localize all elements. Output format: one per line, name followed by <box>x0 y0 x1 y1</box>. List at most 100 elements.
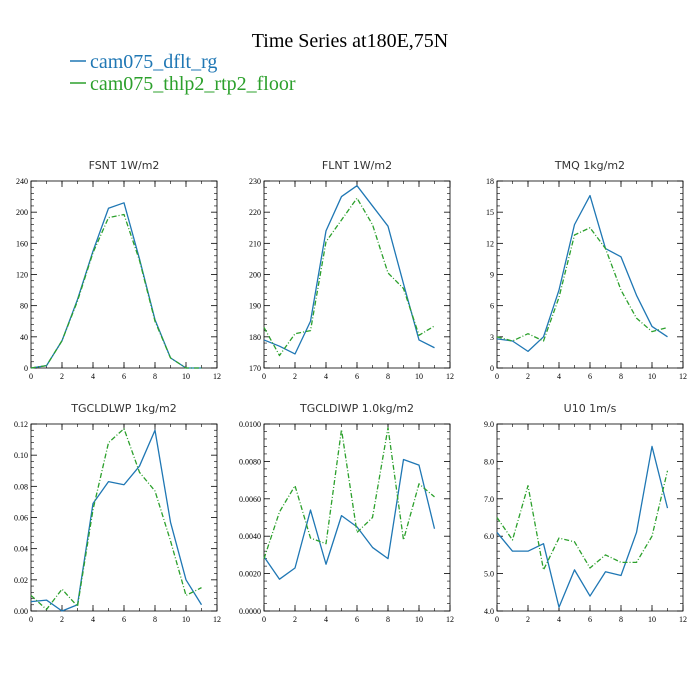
x-tick-label: 8 <box>619 372 623 381</box>
series-line-0 <box>496 194 668 353</box>
y-tick-label: 160 <box>16 239 28 248</box>
x-tick-label: 6 <box>588 615 592 624</box>
x-tick-label: 4 <box>557 615 561 624</box>
x-tick-label: 0 <box>262 615 266 624</box>
y-tick-label: 5.0 <box>484 570 494 579</box>
y-tick-label: 9 <box>490 271 494 280</box>
y-tick-label: 0.0060 <box>239 495 261 504</box>
y-tick-label: 6.0 <box>484 532 494 541</box>
y-tick-label: 0.0100 <box>239 420 261 429</box>
panel-2: TMQ 1kg/m2 0 2 4 6 8 10 12 0 3 6 9 12 15 18 <box>486 159 687 381</box>
y-tick-label: 0 <box>24 364 28 373</box>
x-tick-label: 2 <box>293 615 297 624</box>
x-tick-label: 4 <box>324 372 328 381</box>
y-tick-label: 120 <box>16 271 28 280</box>
y-tick-label: 180 <box>249 333 261 342</box>
x-tick-label: 12 <box>213 615 221 624</box>
y-tick-label: 0.02 <box>14 576 28 585</box>
y-tick-label: 0 <box>490 364 494 373</box>
y-tick-label: 40 <box>20 333 28 342</box>
panel-5: U10 1m/s 0 2 4 6 8 10 12 4.0 5.0 6.0 7.0 8.0 9.0 <box>484 402 687 624</box>
series-line-1 <box>30 428 202 611</box>
x-tick-label: 6 <box>355 372 359 381</box>
x-tick-label: 0 <box>495 372 499 381</box>
y-tick-label: 230 <box>249 177 261 186</box>
y-tick-label: 0.0040 <box>239 532 261 541</box>
x-tick-label: 6 <box>588 372 592 381</box>
legend-label-dflt: cam075_dflt_rg <box>90 51 217 73</box>
x-tick-label: 6 <box>122 372 126 381</box>
x-tick-label: 12 <box>446 615 454 624</box>
x-tick-label: 2 <box>526 372 530 381</box>
panel-1: FLNT 1W/m2 0 2 4 6 8 10 12 170 180 190 200 210 220 230 <box>249 159 454 381</box>
y-tick-label: 4.0 <box>484 607 494 616</box>
x-tick-label: 2 <box>60 372 64 381</box>
legend: cam075_dflt_rg cam075_thlp2_rtp2_floor <box>70 51 296 95</box>
panel-title: FLNT 1W/m2 <box>322 159 392 172</box>
series-line-1 <box>496 470 669 571</box>
series-line-1 <box>263 427 435 559</box>
series-line-1 <box>263 197 435 357</box>
x-tick-label: 10 <box>182 615 190 624</box>
panel-title: U10 1m/s <box>564 402 617 415</box>
y-tick-label: 7.0 <box>484 495 494 504</box>
y-tick-label: 210 <box>249 239 261 248</box>
y-tick-label: 190 <box>249 302 261 311</box>
y-tick-label: 12 <box>486 239 494 248</box>
x-tick-label: 10 <box>415 615 423 624</box>
y-tick-label: 220 <box>249 208 261 217</box>
y-tick-label: 9.0 <box>484 420 494 429</box>
x-tick-label: 10 <box>415 372 423 381</box>
y-tick-label: 6 <box>490 302 494 311</box>
y-tick-label: 3 <box>490 333 494 342</box>
x-tick-label: 0 <box>29 615 33 624</box>
panels: FSNT 1W/m20 2 4 6 8 10 1204080120160200240FLNT… <box>14 159 687 624</box>
series-line-0 <box>263 185 435 355</box>
y-tick-label: 0.0080 <box>239 457 261 466</box>
y-tick-label: 240 <box>16 177 28 186</box>
x-tick-label: 2 <box>526 615 530 624</box>
y-tick-label: 15 <box>486 208 494 217</box>
x-tick-label: 6 <box>122 615 126 624</box>
y-tick-label: 0.0000 <box>239 607 261 616</box>
series-line-1 <box>30 213 202 369</box>
x-tick-label: 0 <box>262 372 266 381</box>
y-tick-label: 0.10 <box>14 451 28 460</box>
x-tick-label: 8 <box>153 615 157 624</box>
x-tick-label: 12 <box>679 372 687 381</box>
y-tick-label: 0.04 <box>14 545 28 554</box>
series-line-0 <box>263 458 436 580</box>
y-tick-label: 8.0 <box>484 457 494 466</box>
y-tick-label: 200 <box>249 271 261 280</box>
x-tick-label: 2 <box>293 372 297 381</box>
x-tick-label: 10 <box>648 615 656 624</box>
x-tick-label: 8 <box>386 372 390 381</box>
x-tick-label: 10 <box>648 372 656 381</box>
x-tick-label: 6 <box>355 615 359 624</box>
x-tick-label: 12 <box>213 372 221 381</box>
series-line-0 <box>30 429 203 612</box>
x-tick-label: 2 <box>60 615 64 624</box>
y-tick-label: 200 <box>16 208 28 217</box>
x-tick-label: 10 <box>182 372 190 381</box>
x-tick-label: 4 <box>91 615 95 624</box>
panel-title: TGCLDLWP 1kg/m2 <box>70 402 176 415</box>
panel-title: FSNT 1W/m2 <box>89 159 160 172</box>
x-tick-label: 12 <box>446 372 454 381</box>
x-tick-label: 4 <box>557 372 561 381</box>
y-tick-label: 0.06 <box>14 514 28 523</box>
y-tick-label: 0.0020 <box>239 570 261 579</box>
x-tick-label: 12 <box>679 615 687 624</box>
x-tick-label: 4 <box>324 615 328 624</box>
series-line-1 <box>496 227 668 342</box>
x-tick-label: 0 <box>29 372 33 381</box>
y-tick-label: 170 <box>249 364 261 373</box>
y-tick-label: 0.08 <box>14 482 28 491</box>
figure-title: Time Series at180E,75N <box>252 30 448 52</box>
legend-label-thlp2: cam075_thlp2_rtp2_floor <box>90 73 296 95</box>
x-tick-label: 8 <box>153 372 157 381</box>
x-tick-label: 8 <box>619 615 623 624</box>
